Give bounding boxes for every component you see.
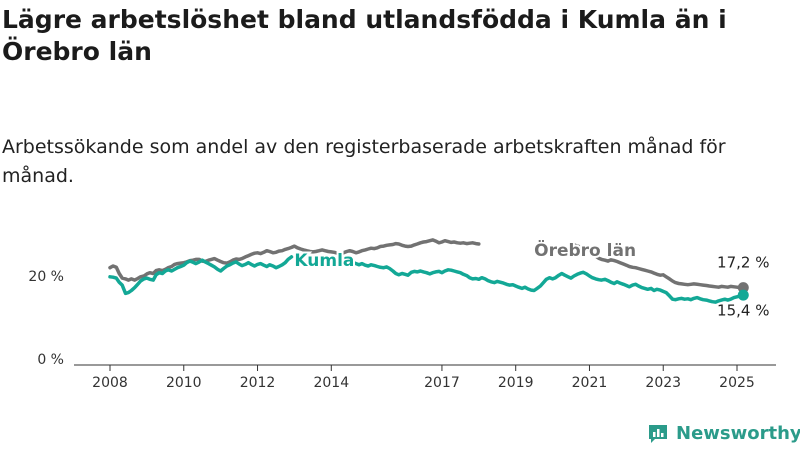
x-tick-label: 2025: [719, 375, 755, 391]
series-line-kumla: [347, 260, 746, 304]
series-line-orebro: [572, 243, 746, 290]
label-layer: Örebro län Kumla 17,2 % 15,4 %: [292, 237, 769, 319]
newsworthy-logo-icon: [649, 425, 667, 443]
axis-layer: 0 % 20 % 2008 2010 2012 2014 2017 2019 2021 2023 2…: [28, 269, 776, 391]
series-line-kumla: [108, 255, 294, 296]
series-label-kumla: Kumla: [294, 251, 354, 271]
y-tick-label: 20 %: [28, 269, 64, 285]
line-chart: 0 % 20 % 2008 2010 2012 2014 2017 2019 2021 2023 2…: [28, 237, 776, 391]
series-label-orebro: Örebro län: [534, 239, 636, 261]
x-tick-label: 2021: [572, 375, 608, 391]
chart-subtitle: Arbetssökande som andel av den registerb…: [2, 136, 726, 187]
series-line-orebro: [108, 238, 481, 282]
brand-name: Newsworthy: [676, 422, 800, 444]
x-tick-label: 2019: [498, 375, 534, 391]
x-tick-label: 2023: [645, 375, 681, 391]
y-tick-label: 0 %: [37, 352, 64, 368]
end-value-label-kumla: 15,4 %: [717, 301, 769, 319]
x-tick-label: 2012: [240, 375, 276, 391]
series-layer: [108, 238, 749, 304]
end-value-label-orebro: 17,2 %: [717, 253, 769, 271]
x-tick-label: 2010: [166, 375, 202, 391]
chart-title: Lägre arbetslöshet bland utlandsfödda i …: [2, 5, 727, 66]
series-end-point-kumla: [737, 289, 749, 301]
x-tick-label: 2008: [92, 375, 128, 391]
x-tick-label: 2017: [424, 375, 460, 391]
brand-logo: Newsworthy: [646, 421, 800, 445]
x-tick-label: 2014: [313, 375, 349, 391]
